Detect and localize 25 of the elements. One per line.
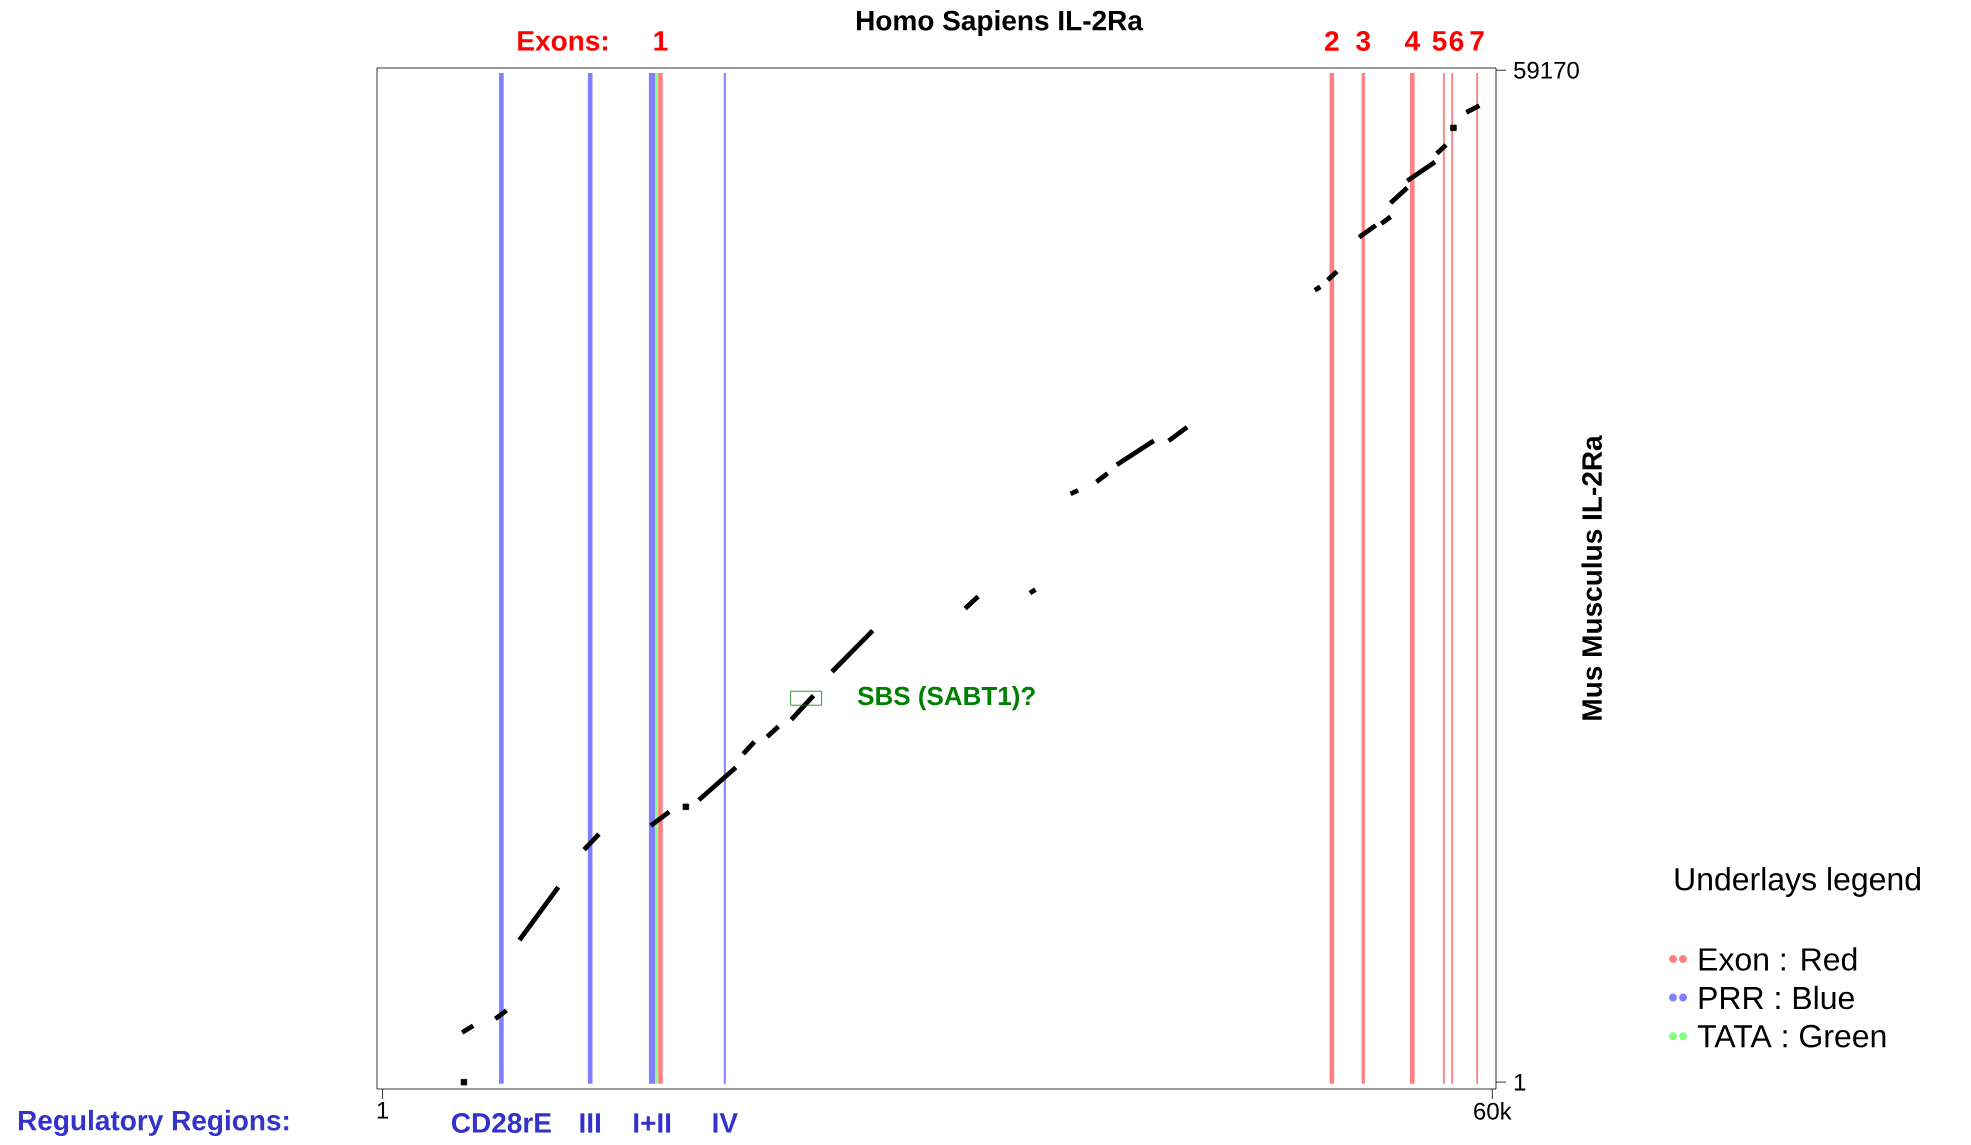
- band-label: IV: [713, 1113, 738, 1133]
- band-label: 2: [1325, 31, 1339, 51]
- point: [460, 1078, 468, 1086]
- text: Exons:: [518, 31, 607, 51]
- point: [1450, 124, 1457, 132]
- band-label: I+II: [634, 1113, 671, 1133]
- text: TATA : Green: [1697, 1024, 1886, 1048]
- band-label: 3: [1356, 31, 1370, 51]
- chart-title: Homo Sapiens IL-2Ra: [856, 9, 1144, 37]
- x-tick-label: 60k: [1474, 1102, 1512, 1120]
- annotation: SBS (SABT1)?: [857, 686, 1035, 711]
- point: [682, 803, 690, 810]
- y-tick-label: 59170: [1514, 61, 1579, 79]
- band-label: CD28rE: [451, 1113, 551, 1133]
- band-label: 7: [1470, 31, 1484, 51]
- text: Exon : Red: [1699, 947, 1857, 971]
- band-label: III: [580, 1113, 600, 1133]
- y-axis-title: Mus Musculus IL-2Ra: [1581, 435, 1602, 720]
- band-label: 5: [1432, 31, 1447, 51]
- band-label: 1: [654, 31, 668, 51]
- legend-title: Underlays legend: [1675, 867, 1920, 897]
- band-label: 4: [1404, 31, 1420, 51]
- band-label: 6: [1449, 31, 1464, 51]
- text: PRR : Blue: [1699, 985, 1854, 1010]
- text: Regulatory Regions:: [18, 1109, 289, 1137]
